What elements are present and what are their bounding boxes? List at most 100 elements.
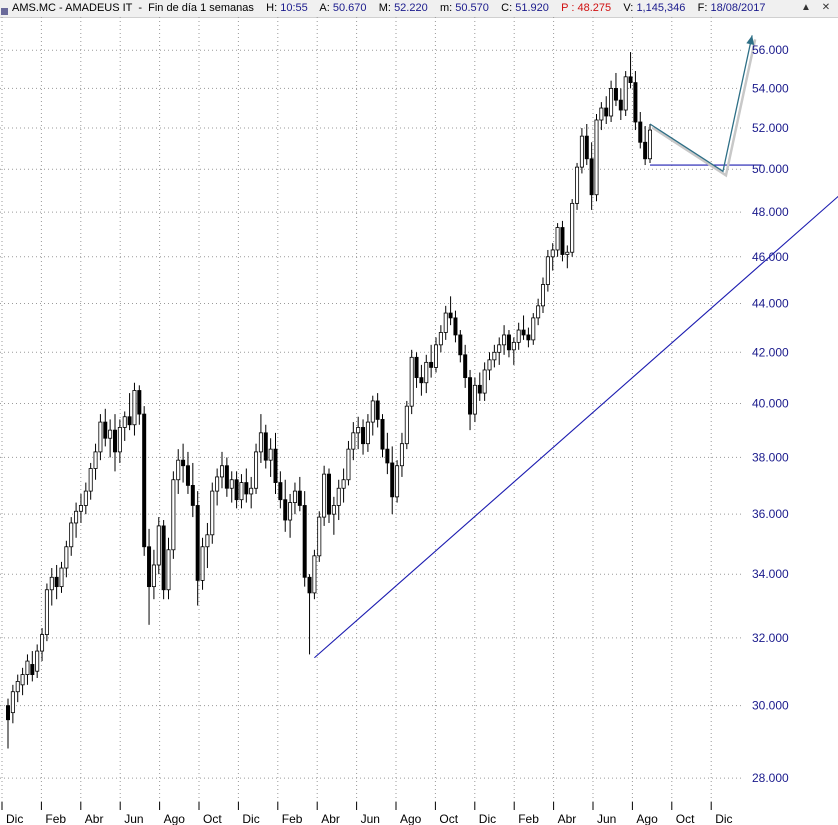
candlestick-series (6, 52, 653, 749)
candle (6, 698, 11, 749)
candle (560, 220, 565, 262)
x-tick-label: Dic (715, 812, 732, 825)
field-p-label: P : (561, 2, 575, 14)
candle (633, 71, 638, 131)
candle (10, 684, 15, 724)
y-tick-label: 28.000 (752, 771, 789, 785)
candle (516, 322, 521, 350)
candle (147, 528, 152, 625)
field-c-label: C: (501, 2, 513, 14)
x-tick-label: Dic (242, 812, 259, 825)
candle (579, 128, 584, 174)
field-mm-label: m: (439, 2, 453, 14)
candle (511, 337, 516, 365)
x-tick-label: Oct (203, 812, 222, 825)
candle (433, 337, 438, 373)
candle (161, 520, 166, 600)
candle (302, 491, 307, 587)
x-tick-label: Ago (164, 812, 186, 825)
field-m-label: M: (378, 2, 391, 14)
candle (239, 474, 244, 509)
candle (395, 460, 400, 503)
candle (249, 476, 254, 509)
candle (361, 419, 366, 455)
candle (492, 344, 497, 368)
candle (40, 628, 45, 662)
candle (531, 313, 536, 345)
candle (132, 382, 137, 436)
candle (88, 462, 93, 500)
field-m-value: 52.220 (394, 2, 428, 14)
candle (151, 549, 156, 600)
candle (69, 517, 74, 556)
candle (414, 352, 419, 388)
candle (35, 644, 40, 678)
candle (468, 369, 473, 431)
candle (185, 451, 190, 494)
y-tick-label: 30.000 (752, 699, 789, 713)
candle (78, 493, 83, 523)
x-tick-label: Oct (439, 812, 458, 825)
candle (117, 419, 122, 463)
candle (550, 243, 555, 271)
candle (477, 372, 482, 401)
candle (268, 438, 273, 477)
x-tick-label: Jun (361, 812, 380, 825)
candle (375, 393, 380, 428)
candle (263, 424, 268, 469)
field-mm-value: 50.570 (455, 2, 489, 14)
candle (326, 468, 331, 523)
projection-path (649, 35, 753, 173)
candle (502, 325, 507, 355)
candle (273, 432, 278, 494)
candle (356, 416, 361, 450)
candle (385, 432, 390, 475)
candle (142, 406, 147, 556)
candle (565, 245, 570, 269)
x-tick-label: Ago (400, 812, 422, 825)
candle (541, 277, 546, 314)
projection-arrowhead (746, 35, 755, 45)
candle (205, 522, 210, 569)
candle (122, 411, 127, 441)
x-tick-label: Jun (124, 812, 143, 825)
candle (487, 352, 492, 381)
candle (25, 654, 30, 685)
candle (584, 124, 589, 166)
candle (370, 395, 375, 436)
candle (409, 349, 414, 415)
candle (341, 468, 346, 503)
candle (331, 496, 336, 535)
collapse-up-icon[interactable]: ▲ (801, 2, 811, 13)
candle (20, 667, 25, 696)
x-tick-label: Ago (636, 812, 658, 825)
candle (526, 327, 531, 348)
candle (229, 471, 234, 503)
candle (322, 465, 327, 526)
candle (166, 537, 171, 600)
candle (317, 511, 322, 562)
candle (278, 471, 283, 509)
y-tick-label: 38.000 (752, 450, 789, 464)
field-c-value: 51.920 (515, 2, 549, 14)
candle (288, 493, 293, 538)
candle (472, 377, 477, 423)
symbol-label: AMS.MC - AMADEUS IT (12, 2, 133, 14)
x-tick-label: Feb (45, 812, 66, 825)
vertical-gridlines (1, 17, 712, 810)
candle (244, 468, 249, 503)
candle (365, 414, 370, 452)
x-tick-label: Feb (282, 812, 303, 825)
candle (448, 296, 453, 326)
window-controls: ▲ ✕ (800, 2, 832, 14)
y-tick-label: 52.000 (752, 121, 789, 135)
y-tick-label: 34.000 (752, 567, 789, 581)
candle (497, 337, 502, 365)
candle (594, 113, 599, 202)
series-marker-icon (1, 4, 8, 15)
candle (404, 400, 409, 450)
candle (623, 71, 628, 116)
close-icon[interactable]: ✕ (821, 2, 831, 13)
candle (443, 305, 448, 340)
y-axis-labels: 28.000 30.000 32.000 34.000 36.000 38.000 40.0… (752, 43, 789, 785)
